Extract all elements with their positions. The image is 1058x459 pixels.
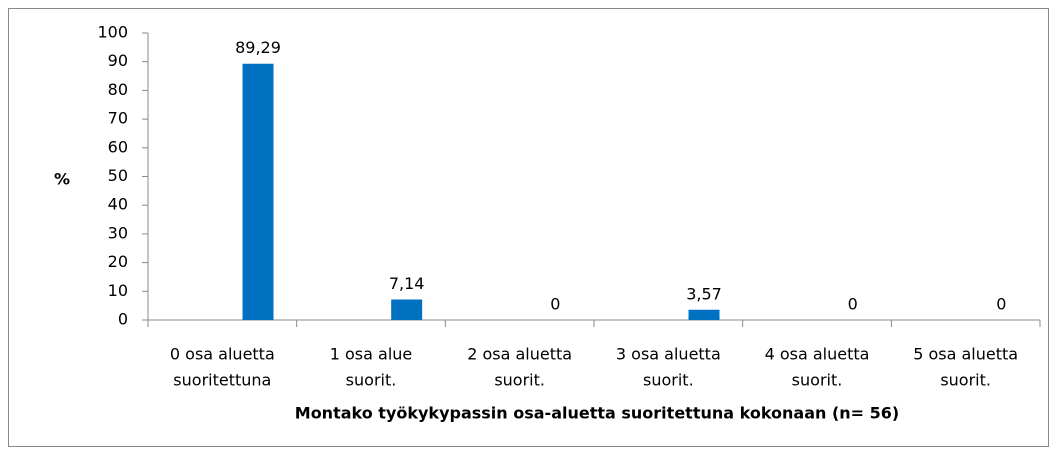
bar [688, 309, 720, 320]
y-tick-label: 10 [108, 281, 128, 300]
y-tick-label: 20 [108, 252, 128, 271]
y-tick-label: 0 [118, 310, 128, 329]
y-tick-label: 30 [108, 223, 128, 242]
x-tick-label: suorit. [643, 371, 694, 390]
x-tick-label: 0 osa aluetta [170, 345, 275, 364]
x-axis-label: Montako työkykypassin osa-aluetta suorit… [295, 404, 899, 423]
y-tick-label: 50 [108, 166, 128, 185]
data-label: 0 [848, 295, 858, 314]
bar [242, 63, 274, 320]
data-label: 0 [550, 295, 560, 314]
x-tick-label: suorit. [494, 371, 545, 390]
x-tick-label: 2 osa aluetta [467, 345, 572, 364]
y-tick-label: 100 [97, 23, 128, 42]
x-tick-label: 1 osa alue [330, 345, 413, 364]
x-tick-label: 3 osa aluetta [616, 345, 721, 364]
y-tick-label: 40 [108, 195, 128, 214]
x-tick-label: 5 osa aluetta [913, 345, 1018, 364]
data-label: 3,57 [686, 284, 722, 303]
x-tick-label: suorit. [346, 371, 397, 390]
data-label: 0 [996, 295, 1006, 314]
y-tick-label: 60 [108, 137, 128, 156]
x-tick-label: suoritettuna [173, 371, 271, 390]
y-tick-label: 80 [108, 80, 128, 99]
x-tick-label: 4 osa aluetta [765, 345, 870, 364]
x-tick-label: suorit. [940, 371, 991, 390]
data-label: 7,14 [389, 274, 425, 293]
x-tick-label: suorit. [792, 371, 843, 390]
bar [391, 299, 423, 320]
y-axis-label: % [54, 170, 70, 189]
y-tick-label: 70 [108, 109, 128, 128]
y-tick-label: 90 [108, 51, 128, 70]
chart-border [8, 8, 1049, 447]
data-label: 89,29 [235, 38, 281, 57]
